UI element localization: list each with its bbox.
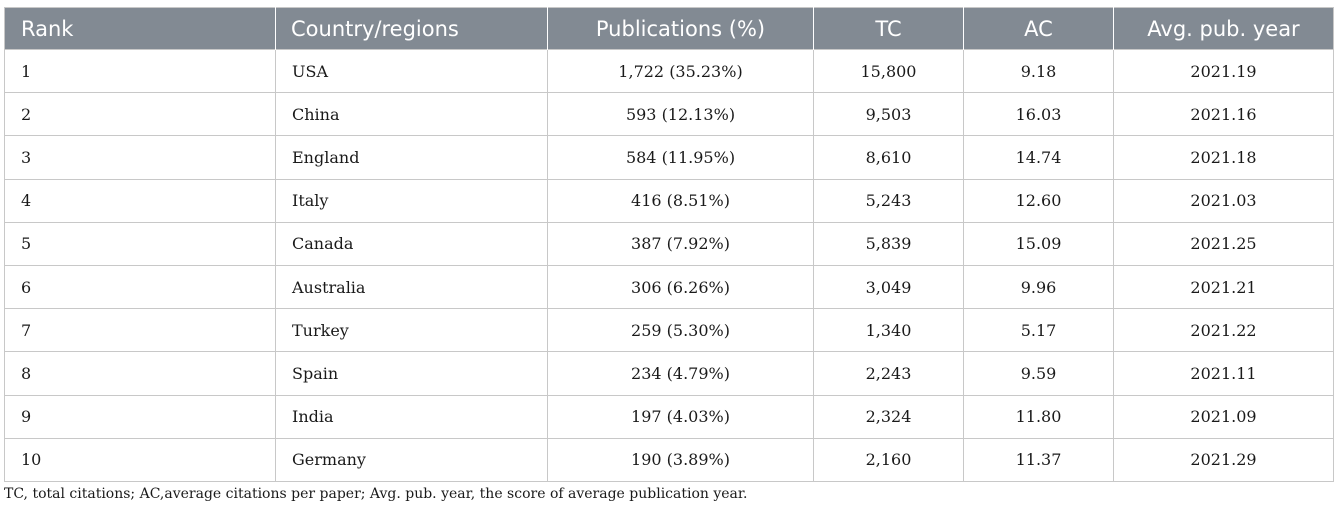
cell-tc: 5,839 <box>813 221 964 266</box>
cell-rank: 9 <box>4 394 276 439</box>
cell-country: USA <box>275 48 548 93</box>
table-row: 9 India 197 (4.03%) 2,324 11.80 2021.09 <box>4 394 1334 439</box>
cell-country: China <box>275 92 548 136</box>
cell-rank: 1 <box>4 48 276 93</box>
cell-publications: 1,722 (35.23%) <box>547 48 814 93</box>
cell-tc: 5,243 <box>813 178 964 223</box>
cell-avg-pub-year: 2021.18 <box>1113 135 1334 180</box>
cell-publications: 416 (8.51%) <box>547 178 814 223</box>
cell-rank: 4 <box>4 178 276 223</box>
cell-ac: 5.17 <box>963 308 1114 352</box>
cell-avg-pub-year: 2021.09 <box>1113 394 1334 439</box>
cell-ac: 9.96 <box>963 264 1114 309</box>
table-row: 2 China 593 (12.13%) 9,503 16.03 2021.16 <box>4 92 1334 136</box>
cell-ac: 9.59 <box>963 351 1114 395</box>
header-tc: TC <box>813 7 964 50</box>
cell-country: Spain <box>275 351 548 395</box>
cell-avg-pub-year: 2021.25 <box>1113 221 1334 266</box>
cell-country: England <box>275 135 548 180</box>
cell-ac: 16.03 <box>963 92 1114 136</box>
cell-avg-pub-year: 2021.11 <box>1113 351 1334 395</box>
cell-tc: 2,324 <box>813 394 964 439</box>
cell-tc: 2,243 <box>813 351 964 395</box>
cell-tc: 8,610 <box>813 135 964 180</box>
cell-avg-pub-year: 2021.22 <box>1113 308 1334 352</box>
header-row: Rank Country/regions Publications (%) TC… <box>4 7 1334 50</box>
cell-country: Australia <box>275 264 548 309</box>
cell-rank: 5 <box>4 221 276 266</box>
cell-tc: 3,049 <box>813 264 964 309</box>
country-publications-table: Rank Country/regions Publications (%) TC… <box>4 7 1334 482</box>
table-row: 4 Italy 416 (8.51%) 5,243 12.60 2021.03 <box>4 178 1334 223</box>
cell-rank: 8 <box>4 351 276 395</box>
table-row: 5 Canada 387 (7.92%) 5,839 15.09 2021.25 <box>4 221 1334 266</box>
cell-rank: 6 <box>4 264 276 309</box>
cell-ac: 9.18 <box>963 48 1114 93</box>
cell-tc: 2,160 <box>813 437 964 482</box>
cell-rank: 3 <box>4 135 276 180</box>
cell-ac: 15.09 <box>963 221 1114 266</box>
cell-avg-pub-year: 2021.03 <box>1113 178 1334 223</box>
cell-ac: 11.37 <box>963 437 1114 482</box>
table-row: 8 Spain 234 (4.79%) 2,243 9.59 2021.11 <box>4 351 1334 395</box>
cell-avg-pub-year: 2021.29 <box>1113 437 1334 482</box>
header-avg-pub-year: Avg. pub. year <box>1113 7 1334 50</box>
header-ac: AC <box>963 7 1114 50</box>
cell-avg-pub-year: 2021.16 <box>1113 92 1334 136</box>
table-row: 7 Turkey 259 (5.30%) 1,340 5.17 2021.22 <box>4 308 1334 352</box>
cell-country: India <box>275 394 548 439</box>
header-country: Country/regions <box>275 7 548 50</box>
cell-ac: 12.60 <box>963 178 1114 223</box>
cell-tc: 1,340 <box>813 308 964 352</box>
cell-country: Italy <box>275 178 548 223</box>
cell-publications: 387 (7.92%) <box>547 221 814 266</box>
table-header: Rank Country/regions Publications (%) TC… <box>4 7 1334 50</box>
table-footnote: TC, total citations; AC,average citation… <box>4 486 748 502</box>
cell-rank: 2 <box>4 92 276 136</box>
table-row: 6 Australia 306 (6.26%) 3,049 9.96 2021.… <box>4 264 1334 309</box>
cell-publications: 593 (12.13%) <box>547 92 814 136</box>
cell-country: Turkey <box>275 308 548 352</box>
cell-publications: 190 (3.89%) <box>547 437 814 482</box>
cell-rank: 7 <box>4 308 276 352</box>
cell-publications: 306 (6.26%) <box>547 264 814 309</box>
cell-publications: 584 (11.95%) <box>547 135 814 180</box>
table-row: 1 USA 1,722 (35.23%) 15,800 9.18 2021.19 <box>4 48 1334 93</box>
cell-country: Germany <box>275 437 548 482</box>
cell-ac: 11.80 <box>963 394 1114 439</box>
header-publications: Publications (%) <box>547 7 814 50</box>
cell-publications: 259 (5.30%) <box>547 308 814 352</box>
cell-tc: 15,800 <box>813 48 964 93</box>
cell-publications: 234 (4.79%) <box>547 351 814 395</box>
cell-ac: 14.74 <box>963 135 1114 180</box>
cell-country: Canada <box>275 221 548 266</box>
cell-avg-pub-year: 2021.19 <box>1113 48 1334 93</box>
table-row: 3 England 584 (11.95%) 8,610 14.74 2021.… <box>4 135 1334 180</box>
table-body: 1 USA 1,722 (35.23%) 15,800 9.18 2021.19… <box>4 48 1334 482</box>
cell-rank: 10 <box>4 437 276 482</box>
header-rank: Rank <box>21 16 74 41</box>
cell-avg-pub-year: 2021.21 <box>1113 264 1334 309</box>
cell-publications: 197 (4.03%) <box>547 394 814 439</box>
table-row: 10 Germany 190 (3.89%) 2,160 11.37 2021.… <box>4 437 1334 482</box>
cell-tc: 9,503 <box>813 92 964 136</box>
